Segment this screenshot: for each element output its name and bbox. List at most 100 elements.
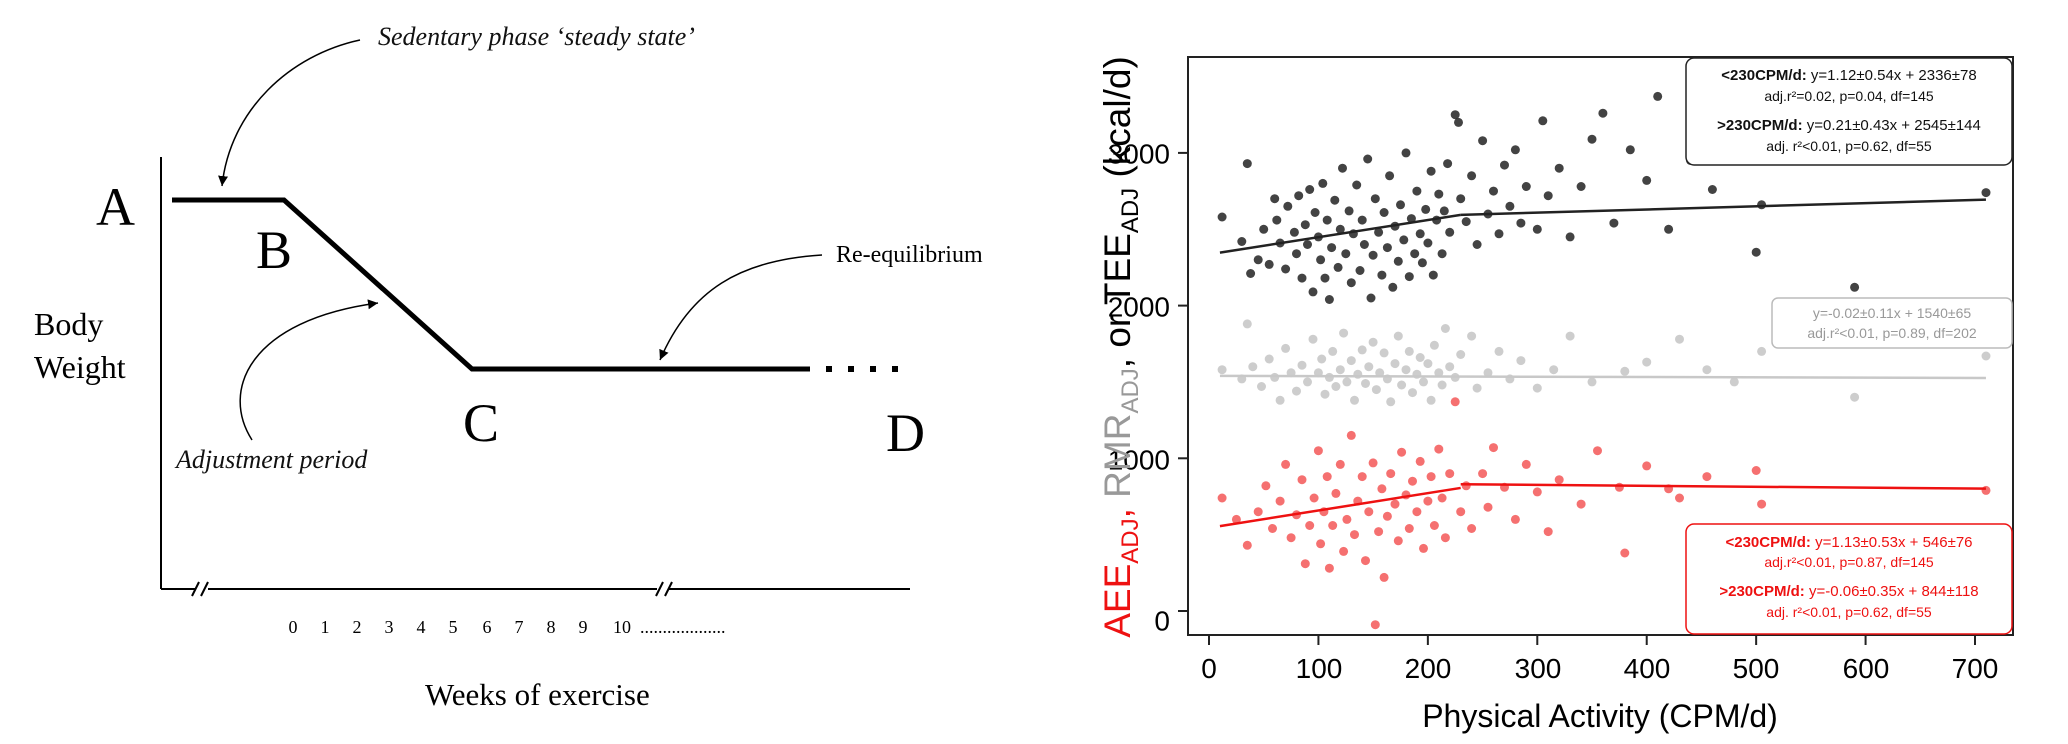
annotation-reequilibrium: Re-equilibrium [836,242,983,268]
ylabel-aee: AEE [1097,564,1138,638]
aee-point [1620,548,1630,558]
rmr-point [1467,331,1477,341]
tee-point [1401,148,1411,158]
left-ylabel-line2: Weight [34,349,126,385]
tee-point [1355,266,1365,275]
tee-point [1417,258,1427,268]
ylabel-sep1: , [1097,498,1138,519]
tee-point [1374,227,1384,237]
rmr-point [1371,385,1381,395]
tee-point [1242,159,1252,169]
aee-point [1390,499,1400,509]
tee-point [1437,249,1447,259]
left-xtick: 3 [385,617,394,637]
aee-point [1309,493,1319,503]
ytick-label: 2000 [1108,291,1170,322]
svg-text:<230CPM/d: y=1.12±0.54x + 2336: <230CPM/d: y=1.12±0.54x + 2336±78 [1721,67,1976,84]
left-ylabel-line1: Body [34,306,103,342]
aee-point [1328,521,1338,530]
aee-point [1456,507,1466,517]
tee-point [1310,208,1320,217]
aee-box-line1-eq: y=1.13±0.53x + 546±76 [1811,534,1973,551]
left-xtick: 2 [353,617,362,637]
aee-point [1461,481,1471,491]
rmr-point [1620,366,1630,376]
tee-point [1450,110,1460,120]
xtick-label: 0 [1201,653,1217,684]
xtick-label: 400 [1624,653,1671,684]
rmr-point [1270,372,1280,382]
rmr-point [1328,346,1338,356]
aee-box-line3-label: >230CPM/d: [1719,583,1804,600]
rmr-point [1217,365,1227,375]
tee-box-line2: adj.r²=0.02, p=0.04, df=145 [1764,88,1934,104]
tee-point [1283,201,1293,211]
rmr-point [1456,350,1466,359]
tee-fit-line [1219,213,1461,254]
rmr-point [1408,388,1417,398]
svg-text:<230CPM/d: y=1.13±0.53x + 546: <230CPM/d: y=1.13±0.53x + 546±76 [1725,534,1972,551]
left-xtick: 1 [321,617,330,637]
aee-point [1217,493,1227,503]
right-ylabel: AEEADJ, RMRADJ, or TEEADJ (kcal/d) [1097,56,1144,638]
aee-point [1368,458,1378,468]
aee-point [1404,524,1414,533]
tee-point [1308,287,1318,297]
ylabel-aee-sub: ADJ [1117,518,1144,563]
aee-point [1322,472,1332,482]
left-xtick: 8 [547,617,556,637]
aee-point [1543,527,1553,537]
rmr-point [1587,377,1597,387]
tee-point [1757,200,1767,210]
tee-point [1500,160,1509,170]
rmr-point [1390,359,1400,369]
aee-point [1364,507,1374,517]
tee-point [1478,136,1488,146]
rmr-point [1386,397,1396,407]
left-xtick: 7 [515,617,524,637]
aee-point [1478,469,1488,479]
tee-point [1368,250,1378,260]
rmr-point [1331,382,1341,391]
rmr-point [1292,386,1301,396]
tee-point [1320,273,1330,283]
tee-point [1300,220,1310,230]
xtick-label: 200 [1405,653,1452,684]
rmr-box-line2: adj.r²<0.01, p=0.89, df=202 [1807,325,1977,341]
tee-point [1289,227,1299,237]
aee-box-line4: adj. r²<0.01, p=0.62, df=55 [1766,604,1932,620]
tee-point [1322,215,1332,225]
xtick-label: 300 [1515,653,1562,684]
tee-point [1399,235,1409,245]
tee-point [1272,215,1282,225]
rmr-point [1429,340,1439,350]
tee-point [1516,218,1526,228]
tee-point [1609,218,1619,228]
tee-point [1521,182,1531,191]
tee-point [1385,171,1395,181]
aee-point [1331,488,1341,498]
rmr-point [1335,365,1345,375]
aee-point [1440,533,1450,543]
aee-point [1268,524,1277,533]
aee-point [1316,539,1326,549]
rmr-point [1981,351,1991,361]
right-chart: 0 1000 2000 3000 0 100 200 300 400 500 6… [1097,56,2014,734]
tee-point [1357,215,1367,225]
arrow-reequilibrium [659,254,823,361]
aee-point [1437,493,1447,503]
tee-point [1294,191,1304,201]
ylabel-rmr: RMR [1097,414,1138,498]
tee-point [1346,278,1356,288]
aee-box-line2: adj.r²<0.01, p=0.87, df=145 [1764,554,1934,570]
rmr-point [1320,389,1330,399]
rmr-point [1434,368,1444,378]
rmr-fit-line [1219,374,1986,380]
rmr-point [1346,356,1356,366]
rmr-point [1419,377,1428,387]
tee-point [1421,204,1431,214]
tee-point [1494,229,1504,239]
rmr-point [1357,345,1367,355]
tee-point [1404,272,1414,282]
